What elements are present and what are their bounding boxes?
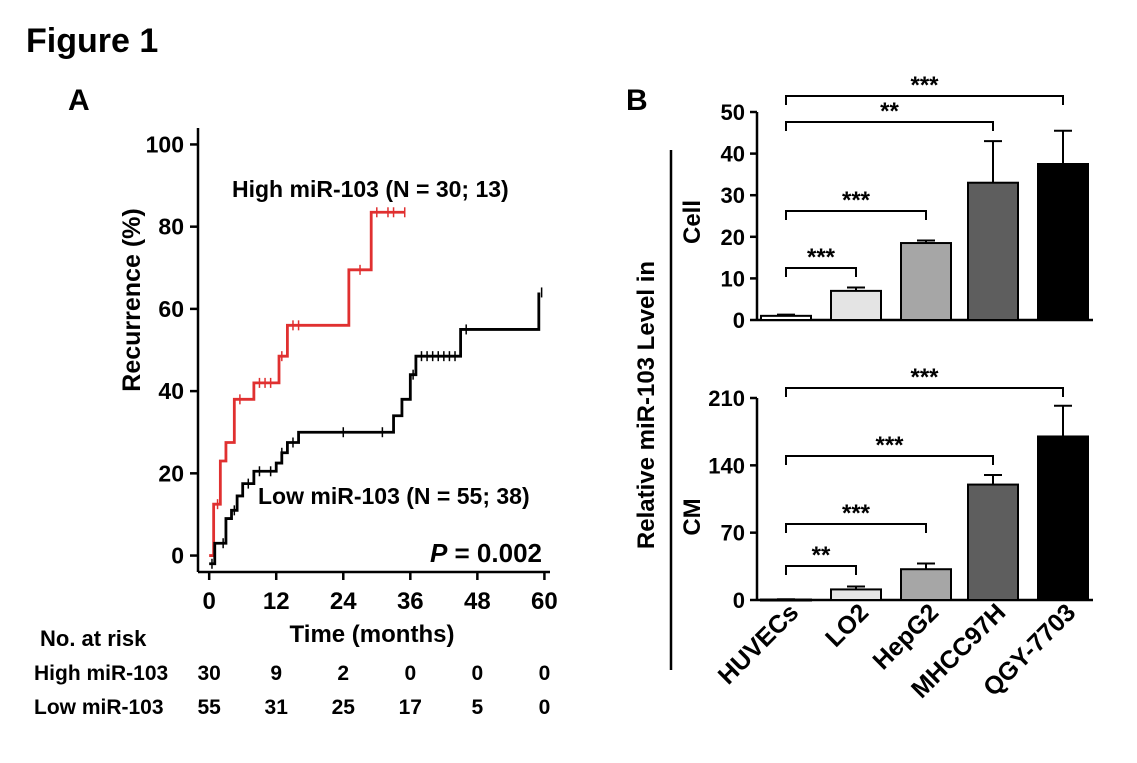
- shared-y-label: Relative miR-103 Level in: [633, 261, 660, 549]
- significance-bracket: [785, 210, 927, 220]
- km-x-axis-title: Time (months): [290, 621, 455, 648]
- risk-value: 9: [270, 662, 282, 685]
- km-p-value: P = 0.002: [430, 538, 542, 568]
- risk-value: 17: [399, 696, 422, 719]
- bar-y-tick-label: 0: [733, 588, 745, 613]
- cell-y-label: Cell: [679, 200, 706, 244]
- bar-hepg2: [900, 568, 952, 602]
- risk-value: 25: [332, 696, 356, 719]
- risk-value: 0: [404, 662, 416, 685]
- km-x-tick-label: 36: [397, 588, 424, 615]
- km-label-low: Low miR-103 (N = 55; 38): [258, 483, 530, 509]
- significance-bracket: [785, 121, 994, 131]
- significance-label: ***: [910, 72, 939, 99]
- km-x-tick-label: 0: [202, 588, 215, 615]
- km-curve-high: [209, 210, 405, 557]
- significance-label: ***: [807, 244, 836, 271]
- bar-mhcc97h: [967, 483, 1019, 602]
- bar-y-tick-label: 70: [721, 521, 745, 546]
- risk-row-label: Low miR-103: [34, 696, 164, 719]
- bar-lo2: [830, 588, 882, 602]
- panel-a-label: A: [68, 84, 90, 117]
- bar-qgy-7703: [1037, 163, 1089, 321]
- figure-title: Figure 1: [26, 22, 158, 60]
- bar-lo2: [830, 289, 882, 322]
- significance-label: ***: [842, 187, 871, 214]
- significance-bracket: [785, 523, 927, 533]
- km-y-tick-label: 100: [146, 131, 184, 157]
- bar-y-tick-label: 0: [733, 308, 745, 333]
- km-y-tick-label: 40: [158, 378, 184, 404]
- km-x-tick-label: 48: [464, 588, 491, 615]
- significance-label: **: [812, 542, 831, 569]
- bar-y-tick-label: 210: [708, 386, 745, 411]
- significance-label: ***: [842, 500, 871, 527]
- km-y-tick-label: 0: [171, 543, 184, 569]
- risk-value: 31: [265, 696, 289, 719]
- km-y-tick-label: 60: [158, 296, 184, 322]
- km-y-tick-label: 20: [158, 460, 184, 486]
- km-y-axis-title: Recurrence (%): [118, 208, 146, 391]
- risk-row-label: High miR-103: [34, 662, 168, 685]
- cm-y-label: CM: [679, 498, 706, 535]
- significance-bracket: [785, 565, 857, 575]
- bar-hepg2: [900, 242, 952, 321]
- significance-bracket: [785, 95, 1064, 105]
- bar-y-tick-label: 10: [721, 266, 745, 291]
- significance-label: ***: [910, 364, 939, 391]
- km-x-tick-label: 60: [531, 588, 558, 615]
- bar-panels: Relative miR-103 Level in Cell CM 0 10 20 3…: [633, 72, 1093, 704]
- risk-value: 55: [197, 696, 221, 719]
- significance-label: **: [880, 98, 899, 125]
- risk-value: 30: [197, 662, 220, 685]
- bar-y-tick-label: 30: [721, 183, 745, 208]
- km-y-tick-label: 80: [158, 214, 184, 240]
- bar-huvecs: [760, 314, 812, 321]
- km-x-tick-label: 24: [330, 588, 357, 615]
- bar-y-tick-label: 50: [721, 100, 745, 125]
- risk-value: 2: [337, 662, 349, 685]
- category-label: HUVECs: [713, 598, 805, 690]
- km-label-high: High miR-103 (N = 30; 13): [232, 176, 509, 202]
- km-x-tick-label: 12: [263, 588, 290, 615]
- risk-value: 5: [472, 696, 484, 719]
- bar-y-tick-label: 140: [708, 453, 745, 478]
- bar-mhcc97h: [967, 181, 1019, 321]
- risk-value: 0: [539, 662, 551, 685]
- risk-value: 0: [472, 662, 484, 685]
- significance-bracket: [785, 455, 994, 465]
- bar-qgy-7703: [1037, 435, 1089, 601]
- significance-bracket: [785, 387, 1064, 397]
- bar-y-tick-label: 20: [721, 225, 745, 250]
- risk-value: 0: [539, 696, 551, 719]
- risk-table-title: No. at risk: [40, 626, 147, 651]
- panel-b-label: B: [626, 84, 648, 117]
- km-curve-low: [209, 292, 541, 566]
- significance-bracket: [785, 267, 857, 277]
- bar-y-tick-label: 40: [721, 142, 745, 167]
- km-p-rest: = 0.002: [447, 538, 542, 568]
- km-p-symbol: P: [430, 538, 448, 568]
- risk-table: No. at risk High miR-103 30 9 2 0 0 0 Low miR-1…: [34, 626, 550, 719]
- bar-huvecs: [760, 598, 812, 602]
- category-label: LO2: [820, 598, 874, 652]
- significance-label: ***: [875, 432, 904, 459]
